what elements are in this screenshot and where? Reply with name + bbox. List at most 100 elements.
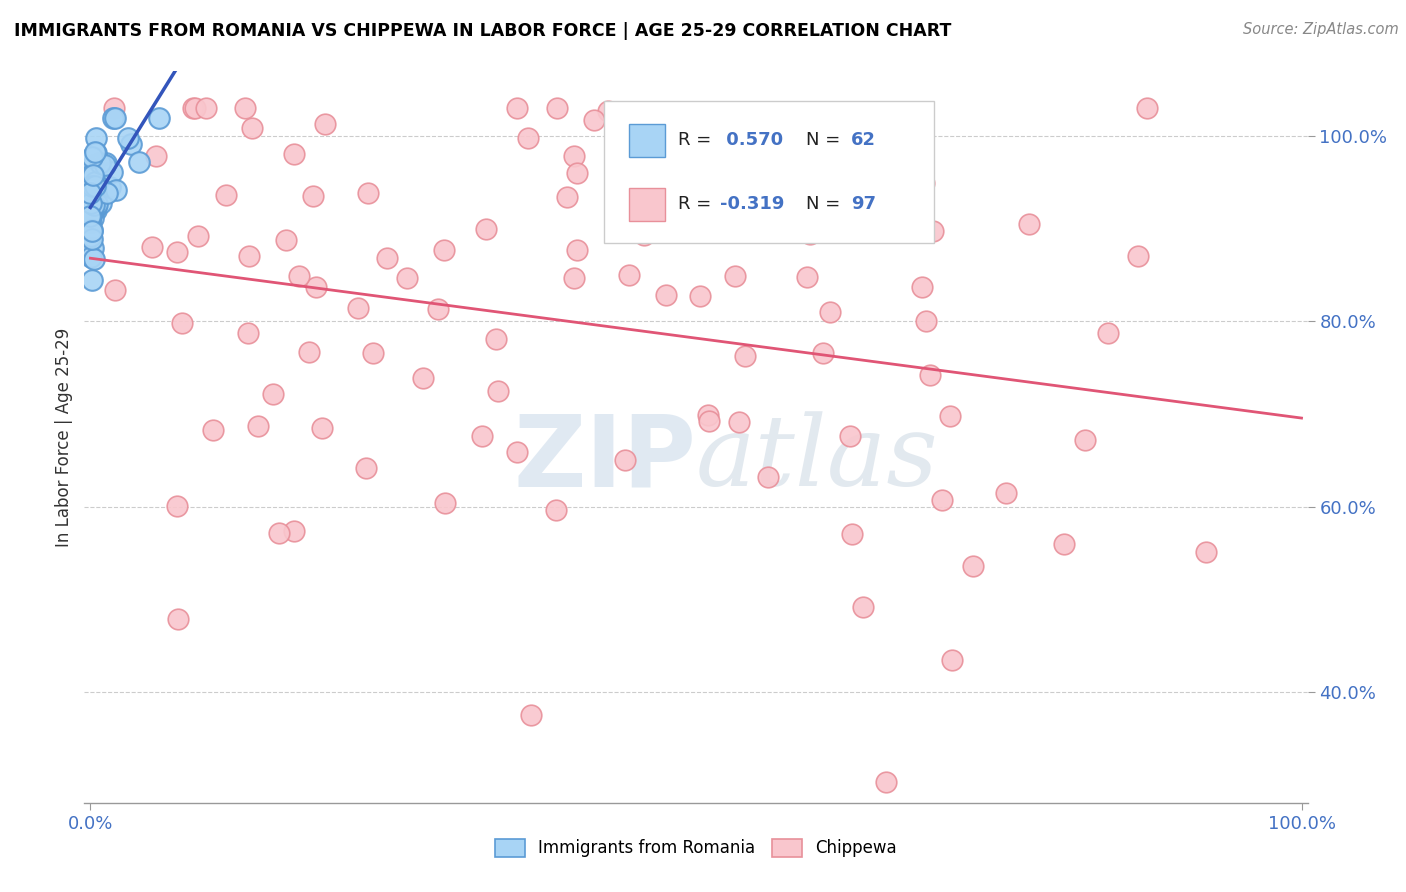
Point <box>1136 102 1159 116</box>
Point <box>361 346 384 360</box>
Point <box>262 386 284 401</box>
Point <box>214 187 236 202</box>
Point <box>728 416 751 430</box>
Point <box>283 524 305 538</box>
Point <box>238 326 260 340</box>
Point <box>80 208 103 222</box>
Point <box>1053 537 1076 551</box>
Point <box>298 344 321 359</box>
FancyBboxPatch shape <box>628 188 665 221</box>
Point <box>195 102 218 116</box>
Point <box>145 149 167 163</box>
Point <box>79 229 101 244</box>
Point <box>103 102 125 116</box>
Point <box>84 130 107 145</box>
Point <box>1097 326 1119 340</box>
Point <box>433 243 456 257</box>
Point <box>852 599 875 614</box>
Point <box>80 206 103 220</box>
Point <box>931 493 953 508</box>
Point <box>912 176 935 190</box>
Point <box>354 460 377 475</box>
Point <box>305 280 328 294</box>
Point <box>86 146 108 161</box>
Point <box>697 408 720 422</box>
Point <box>818 305 841 319</box>
Point <box>84 202 107 217</box>
Point <box>96 186 118 200</box>
Point <box>697 414 720 428</box>
Point <box>84 201 107 215</box>
Y-axis label: In Labor Force | Age 25-29: In Labor Force | Age 25-29 <box>55 327 73 547</box>
Point <box>1195 545 1218 559</box>
Text: N =: N = <box>806 195 846 213</box>
Point <box>80 223 103 237</box>
Point <box>79 186 101 200</box>
Text: atlas: atlas <box>696 411 939 507</box>
Point <box>274 233 297 247</box>
Legend: Immigrants from Romania, Chippewa: Immigrants from Romania, Chippewa <box>488 832 904 864</box>
Point <box>346 301 368 316</box>
FancyBboxPatch shape <box>628 124 665 157</box>
Point <box>98 180 121 194</box>
Point <box>86 197 108 211</box>
Point <box>517 131 540 145</box>
Point <box>267 526 290 541</box>
Point <box>546 102 568 116</box>
Point <box>519 707 541 722</box>
Point <box>938 409 960 423</box>
Point <box>79 186 101 201</box>
Point <box>567 243 589 257</box>
Point <box>89 155 111 169</box>
Point <box>79 204 101 219</box>
Point <box>246 418 269 433</box>
Point <box>82 167 104 181</box>
Point <box>80 224 103 238</box>
Point <box>911 186 934 201</box>
Point <box>82 204 104 219</box>
Point <box>920 368 942 383</box>
Point <box>283 146 305 161</box>
Point <box>187 229 209 244</box>
Point <box>796 269 818 284</box>
Point <box>83 252 105 267</box>
Point <box>811 346 834 360</box>
Point <box>427 301 450 316</box>
Point <box>117 131 139 145</box>
Point <box>82 158 104 172</box>
Point <box>79 209 101 223</box>
Point <box>1128 249 1150 263</box>
Point <box>302 188 325 202</box>
Point <box>233 102 256 116</box>
Point <box>100 165 122 179</box>
Point <box>555 189 578 203</box>
Point <box>922 223 945 237</box>
Point <box>82 168 104 182</box>
Point <box>562 149 585 163</box>
Point <box>288 269 311 284</box>
Point <box>83 189 105 203</box>
Point <box>723 268 745 283</box>
Point <box>1073 433 1095 447</box>
Point <box>104 111 127 125</box>
Point <box>799 227 821 241</box>
Point <box>841 526 863 541</box>
Text: Source: ZipAtlas.com: Source: ZipAtlas.com <box>1243 22 1399 37</box>
Point <box>689 288 711 302</box>
Point <box>83 179 105 194</box>
Point <box>101 111 124 125</box>
Text: 97: 97 <box>851 195 876 213</box>
Point <box>83 198 105 212</box>
Point <box>412 371 434 385</box>
Text: 62: 62 <box>851 131 876 149</box>
Point <box>596 104 619 119</box>
Point <box>79 212 101 227</box>
Point <box>166 499 188 513</box>
Point <box>506 444 529 458</box>
Point <box>434 495 457 509</box>
Point <box>79 181 101 195</box>
Point <box>170 316 193 330</box>
Point <box>82 224 104 238</box>
Text: R =: R = <box>678 131 717 149</box>
Point <box>616 123 638 137</box>
